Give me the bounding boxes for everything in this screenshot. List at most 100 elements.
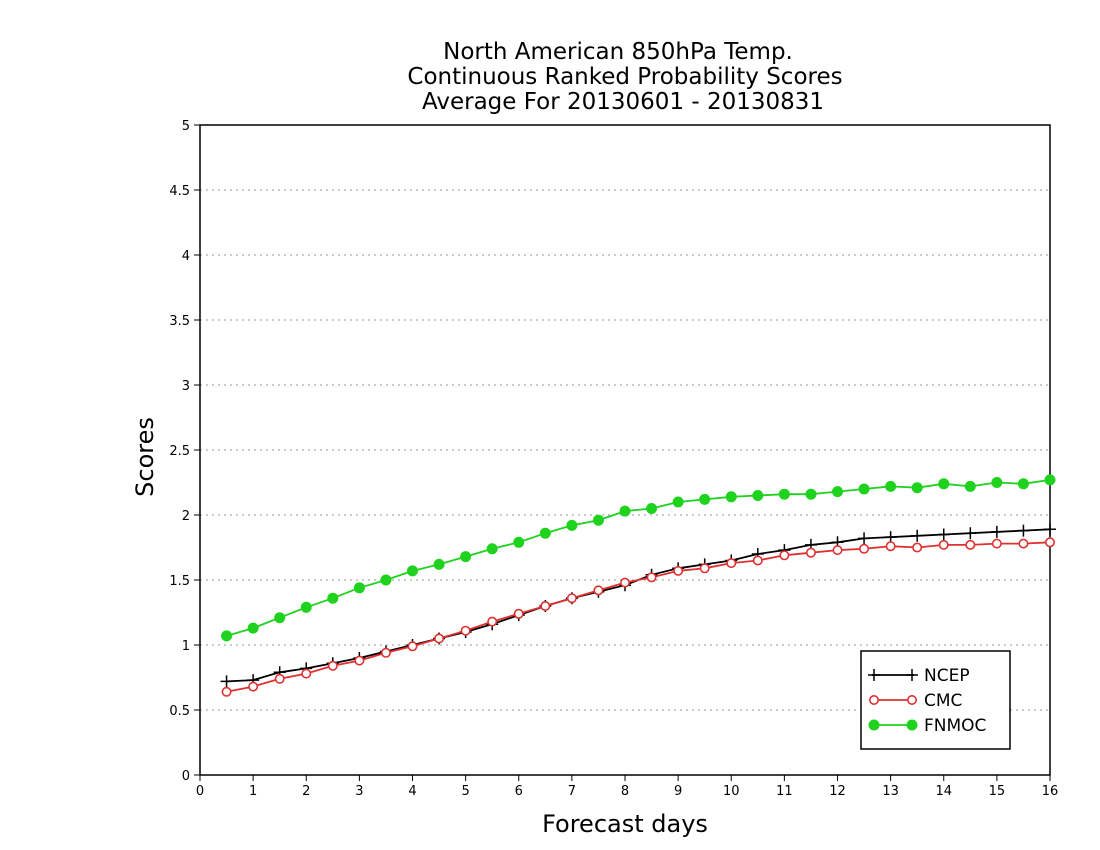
data-point-dot [672, 496, 684, 508]
y-tick-label: 0.5 [169, 704, 190, 719]
x-tick-label: 7 [568, 784, 576, 799]
data-point-circle [868, 694, 879, 705]
data-point-circle [301, 668, 312, 679]
data-point-plus [858, 532, 871, 545]
data-point-dot [991, 477, 1003, 488]
data-point-plus [964, 527, 977, 540]
data-point-dot [433, 558, 445, 570]
data-point-circle [354, 655, 365, 666]
data-point-circle [434, 633, 445, 644]
data-point-plus [937, 528, 950, 541]
data-point-circle [859, 543, 870, 554]
data-point-dot [539, 527, 551, 539]
y-tick-label: 3 [182, 379, 190, 394]
data-point-dot [1044, 474, 1056, 486]
x-tick-label: 16 [1042, 784, 1059, 799]
data-point-circle [274, 673, 285, 684]
legend-label: FNMOC [924, 716, 986, 736]
data-point-dot [858, 483, 870, 495]
y-tick-label: 1 [182, 639, 190, 654]
data-point-circle [938, 539, 949, 550]
data-point-circle [673, 565, 684, 576]
data-point-circle [566, 593, 577, 604]
data-point-dot [407, 565, 418, 577]
data-point-dot [832, 486, 843, 498]
data-point-dot [911, 482, 923, 494]
data-point-plus [1044, 523, 1056, 536]
x-tick-label: 8 [621, 784, 629, 799]
x-tick-label: 3 [355, 784, 363, 799]
x-axis-label: Forecast days [542, 810, 708, 838]
x-tick-label: 10 [723, 784, 740, 799]
legend-item-cmc: CMC [868, 691, 962, 711]
data-point-dot [938, 478, 950, 490]
data-point-circle [779, 550, 790, 561]
legend-item-ncep: NCEP [868, 666, 970, 686]
data-point-dot [274, 612, 286, 624]
y-axis-label: Scores [131, 417, 159, 497]
y-tick-label: 1.5 [169, 574, 190, 589]
data-point-dot [964, 480, 976, 492]
data-point-plus [911, 529, 924, 542]
data-point-plus [906, 669, 918, 681]
data-point-circle [646, 572, 657, 583]
data-point-circle [991, 538, 1002, 549]
axis-ticks: 0 1 2 3 4 5 6 7 8 9 10 11 12 13 14 15 1600.511.522.533.5… [169, 119, 1058, 799]
data-point-circle [699, 563, 710, 574]
data-point-circle [1018, 538, 1029, 549]
data-point-dot [513, 536, 525, 548]
data-point-circle [752, 555, 763, 566]
legend: NCEP CMC FNMOC [860, 650, 1011, 750]
data-point-dot [460, 551, 472, 563]
data-point-circle [540, 600, 551, 611]
data-point-circle [726, 558, 737, 569]
data-point-dot [906, 719, 918, 731]
data-point-circle [380, 647, 391, 658]
x-tick-label: 2 [302, 784, 310, 799]
x-tick-label: 4 [408, 784, 416, 799]
data-point-dot [885, 480, 897, 492]
data-point-dot [868, 719, 880, 731]
x-tick-label: 12 [829, 784, 846, 799]
data-point-plus [1017, 524, 1030, 537]
data-point-dot [805, 488, 817, 500]
y-tick-label: 4.5 [169, 184, 190, 199]
data-point-plus [884, 531, 897, 544]
data-point-dot [619, 505, 631, 517]
y-tick-label: 2.5 [169, 444, 190, 459]
x-tick-label: 14 [935, 784, 952, 799]
data-point-circle [248, 681, 259, 692]
x-tick-label: 6 [515, 784, 523, 799]
data-point-circle [912, 542, 923, 553]
data-point-circle [407, 641, 418, 652]
series-line [226, 479, 1051, 637]
data-point-dot [725, 491, 737, 503]
data-point-circle [965, 539, 976, 550]
data-point-dot [353, 582, 365, 594]
data-point-plus [990, 525, 1003, 538]
series-layer [220, 474, 1056, 697]
x-tick-label: 1 [249, 784, 257, 799]
x-tick-label: 15 [989, 784, 1006, 799]
data-point-circle [327, 660, 338, 671]
y-tick-label: 2 [182, 509, 190, 524]
grid [200, 189, 1050, 711]
data-point-dot [699, 493, 711, 505]
data-point-circle [619, 577, 630, 588]
x-tick-label: 13 [882, 784, 899, 799]
chart-title: North American 850hPa Temp. Continuous R… [407, 39, 842, 115]
legend-label: CMC [924, 691, 962, 711]
legend-item-fnmoc: FNMOC [868, 716, 986, 736]
data-point-circle [885, 541, 896, 552]
data-point-plus [868, 669, 880, 681]
data-point-circle [832, 545, 843, 556]
title-line-3: Average For 20130601 - 20130831 [422, 89, 824, 115]
series-fnmoc [221, 474, 1056, 642]
y-tick-label: 4 [182, 249, 190, 264]
data-point-circle [593, 585, 604, 596]
y-tick-label: 5 [182, 119, 190, 134]
data-point-dot [752, 490, 764, 501]
title-line-2: Continuous Ranked Probability Scores [407, 64, 842, 90]
x-tick-label: 11 [776, 784, 793, 799]
